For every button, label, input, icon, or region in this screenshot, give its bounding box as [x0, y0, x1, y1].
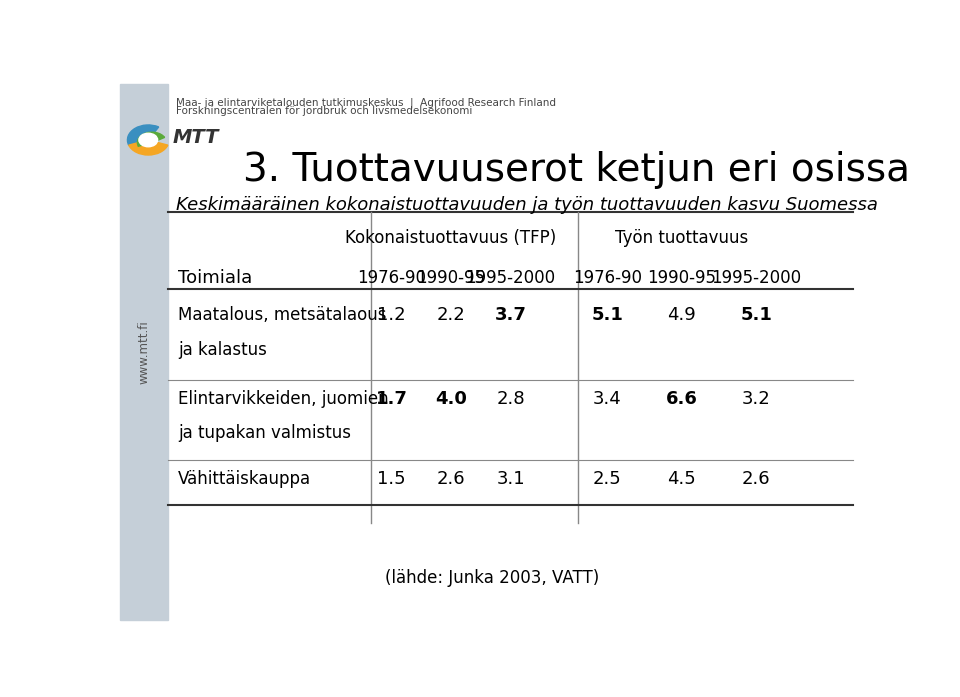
Text: www.mtt.fi: www.mtt.fi [137, 320, 151, 384]
Text: 2.8: 2.8 [496, 390, 525, 408]
Text: 1.2: 1.2 [377, 307, 406, 324]
Text: 1.7: 1.7 [375, 390, 407, 408]
Text: 6.6: 6.6 [666, 390, 698, 408]
Text: Forskningscentralen för jordbruk och livsmedelsekonomi: Forskningscentralen för jordbruk och liv… [176, 106, 472, 116]
Text: Elintarvikkeiden, juomien: Elintarvikkeiden, juomien [178, 390, 389, 408]
Wedge shape [129, 140, 168, 155]
Text: 3.2: 3.2 [742, 390, 771, 408]
Text: 3.7: 3.7 [494, 307, 526, 324]
Text: 5.1: 5.1 [740, 307, 772, 324]
Text: 1995-2000: 1995-2000 [711, 269, 802, 286]
Text: 1995-2000: 1995-2000 [466, 269, 556, 286]
Text: 4.0: 4.0 [435, 390, 467, 408]
Text: 1990-95: 1990-95 [647, 269, 716, 286]
Text: ja kalastus: ja kalastus [178, 342, 267, 359]
Text: Vähittäiskauppa: Vähittäiskauppa [178, 470, 311, 488]
Bar [120, 84, 168, 620]
Text: MTT: MTT [173, 128, 219, 147]
Text: 3.4: 3.4 [593, 390, 622, 408]
Text: 2.6: 2.6 [437, 470, 466, 488]
Text: 3.1: 3.1 [496, 470, 525, 488]
Text: Kokonaistuottavuus (TFP): Kokonaistuottavuus (TFP) [346, 229, 557, 247]
Text: 2.5: 2.5 [593, 470, 622, 488]
Text: Maatalous, metsätalaous: Maatalous, metsätalaous [178, 307, 387, 324]
Text: 1976-90: 1976-90 [573, 269, 642, 286]
Text: 2.2: 2.2 [437, 307, 466, 324]
Text: 1976-90: 1976-90 [357, 269, 426, 286]
Text: ja tupakan valmistus: ja tupakan valmistus [178, 424, 351, 443]
Text: 3. Tuottavuuserot ketjun eri osissa: 3. Tuottavuuserot ketjun eri osissa [243, 151, 910, 189]
Text: Maa- ja elintarviketalouden tutkimuskeskus  |  Agrifood Research Finland: Maa- ja elintarviketalouden tutkimuskesk… [176, 97, 556, 107]
Text: 4.9: 4.9 [667, 307, 696, 324]
Text: 2.6: 2.6 [742, 470, 771, 488]
Text: 1.5: 1.5 [377, 470, 406, 488]
Wedge shape [128, 125, 158, 145]
Text: Toimiala: Toimiala [178, 269, 252, 286]
Text: 5.1: 5.1 [591, 307, 623, 324]
Text: Keskimääräinen kokonaistuottavuuden ja työn tuottavuuden kasvu Suomessa: Keskimääräinen kokonaistuottavuuden ja t… [176, 197, 877, 215]
Text: (lähde: Junka 2003, VATT): (lähde: Junka 2003, VATT) [385, 569, 599, 588]
Text: 4.5: 4.5 [667, 470, 696, 488]
Wedge shape [137, 132, 164, 146]
Text: 1990-95: 1990-95 [417, 269, 486, 286]
Circle shape [139, 133, 157, 147]
Text: Työn tuottavuus: Työn tuottavuus [615, 229, 749, 247]
